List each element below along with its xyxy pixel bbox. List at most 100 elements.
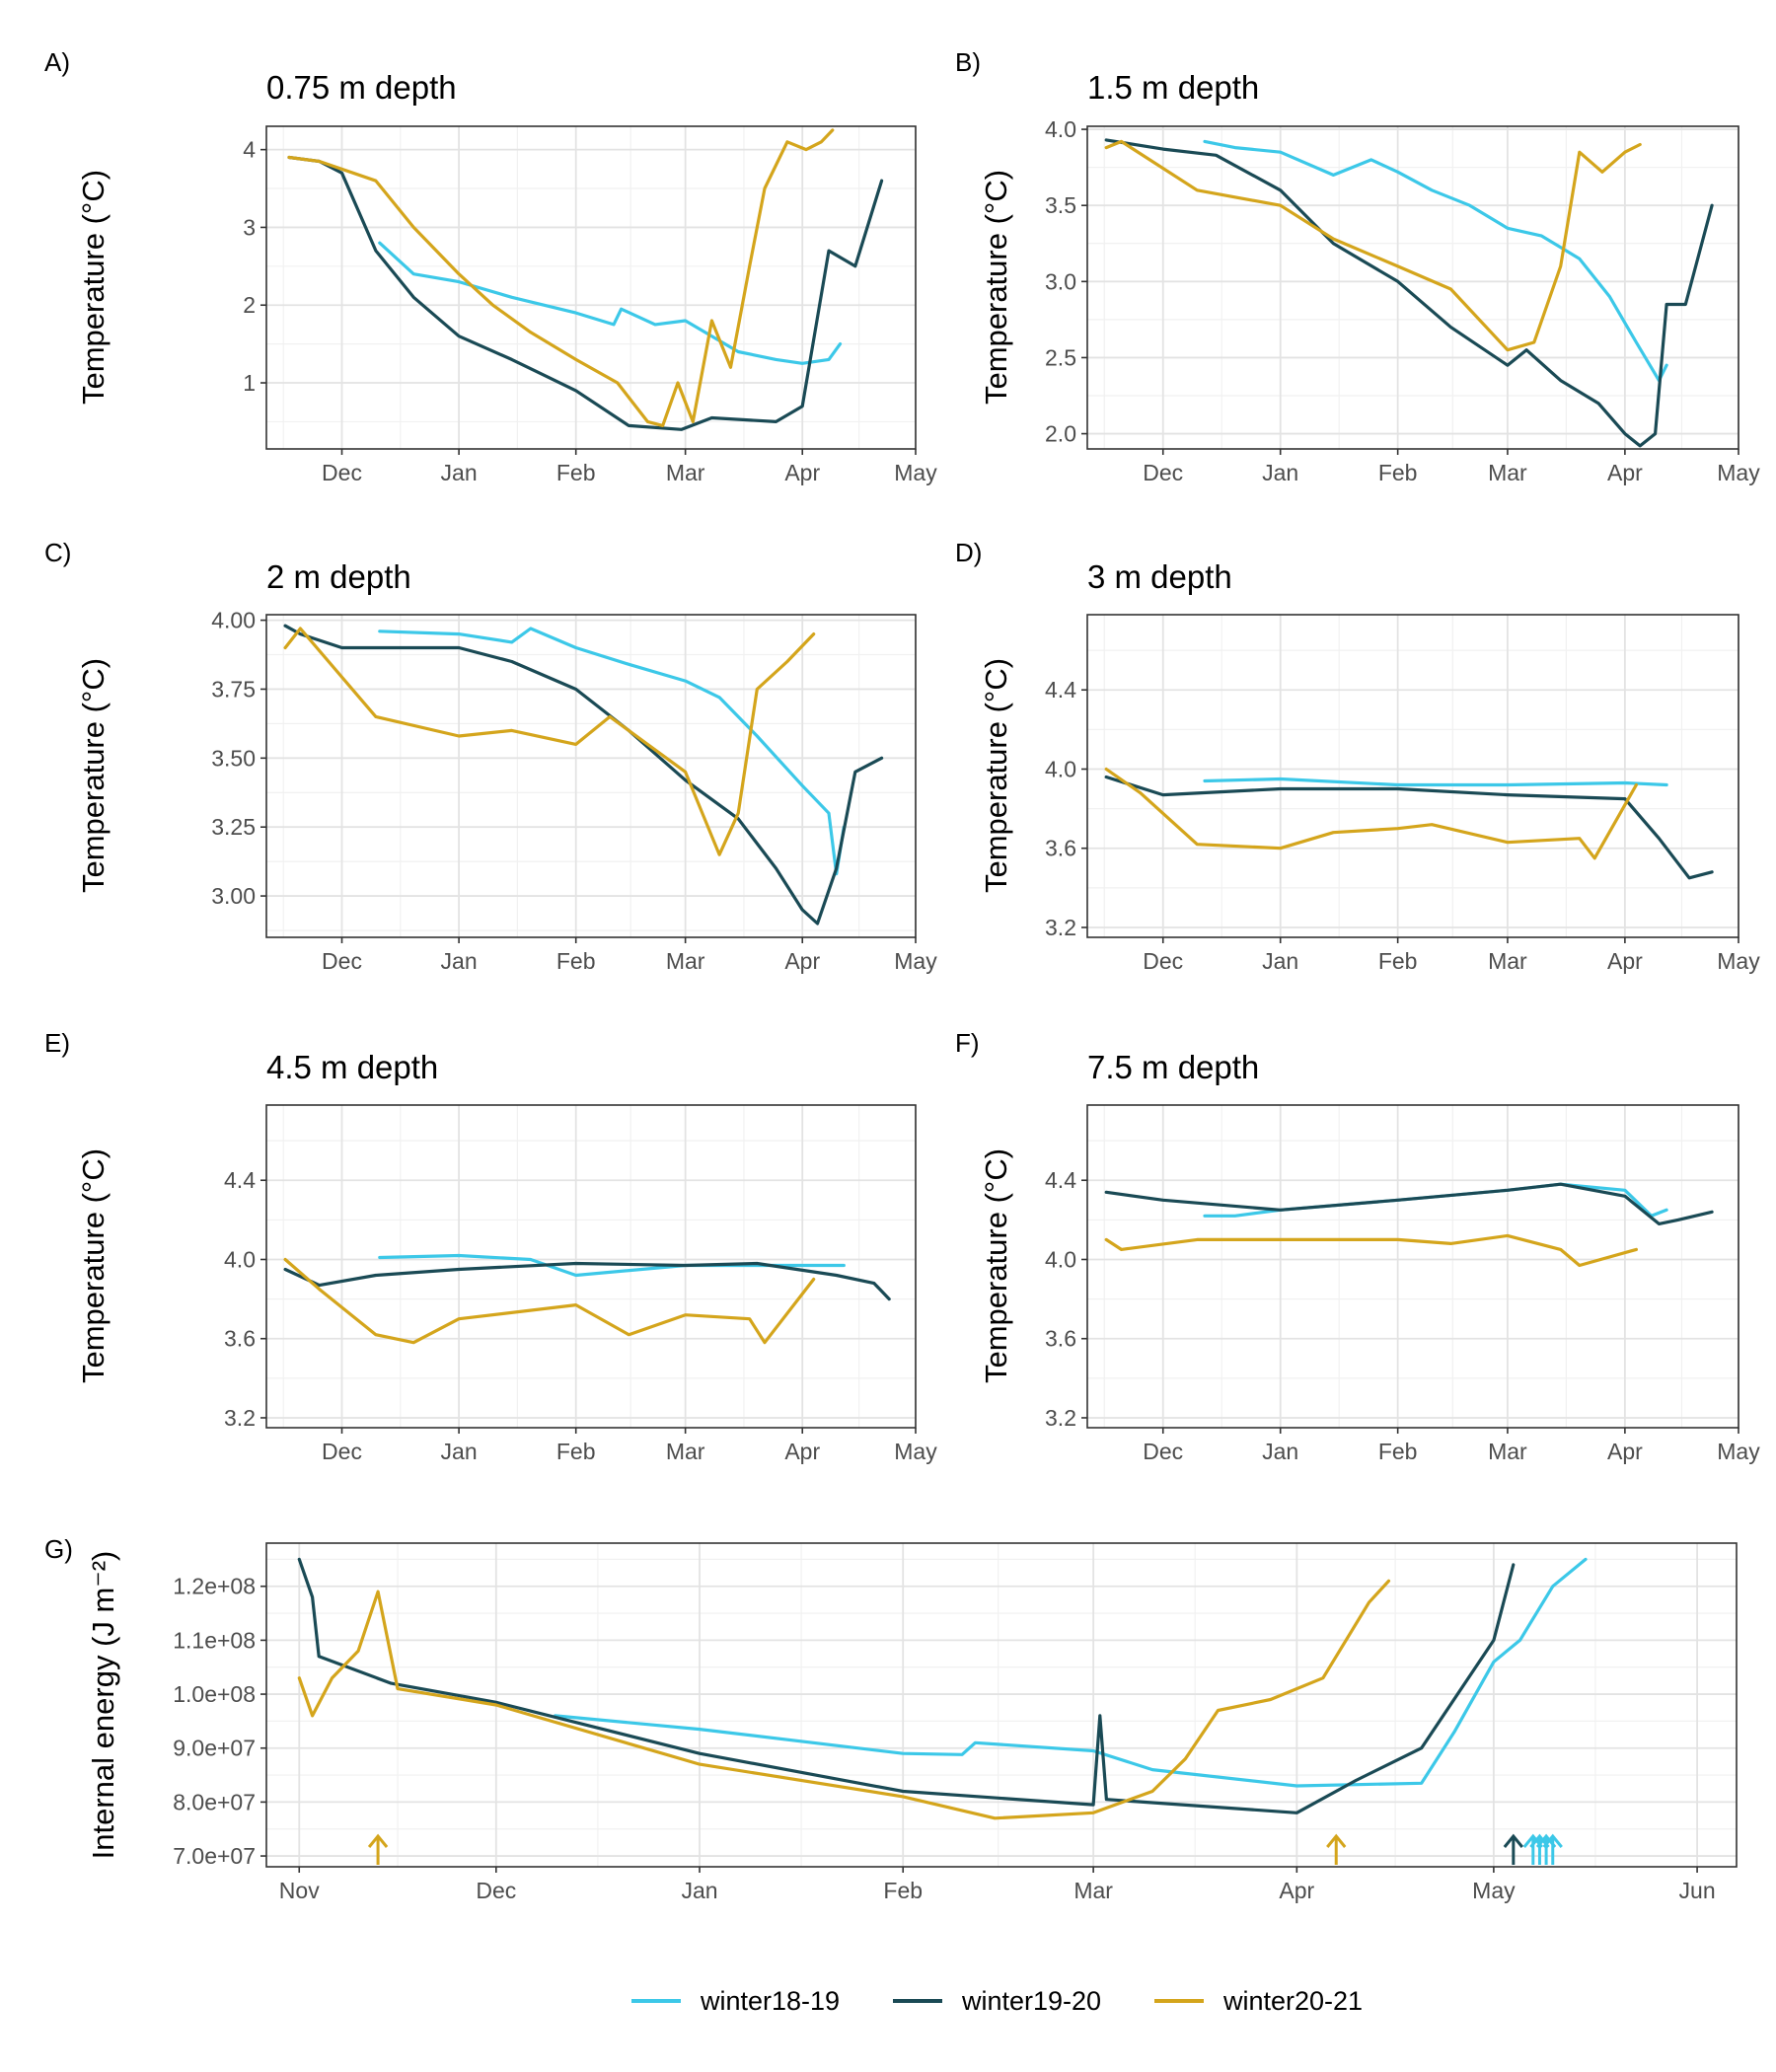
x-tick-label: Jan [441, 1439, 478, 1464]
x-tick-label: Feb [1378, 460, 1418, 485]
series-line-winter18-19 [378, 627, 846, 876]
y-tick-label: 3.25 [211, 814, 256, 840]
y-tick-label: 3.2 [1045, 915, 1076, 940]
y-axis-label: Temperature (°C) [76, 1148, 111, 1383]
y-axis-label: Temperature (°C) [979, 170, 1013, 405]
series-group [283, 624, 884, 925]
x-tick-label: Jan [441, 460, 478, 485]
x-tick-label: May [894, 460, 937, 485]
legend-item-winter18-19: winter18-19 [631, 1986, 840, 2016]
x-tick-label: Jan [1262, 948, 1298, 974]
series-line-winter20-21 [1104, 767, 1639, 860]
series-line-winter19-20 [283, 1261, 891, 1301]
x-tick-label: Feb [556, 460, 596, 485]
panel-d: 3.2 3.6 4.0 4.4 Dec Jan Feb Mar Apr May D) 3 m dept… [955, 538, 1760, 974]
y-tick-label: 3 [243, 214, 256, 240]
series-line-winter19-20 [1104, 138, 1714, 448]
event-arrow-winter20-21 [367, 1833, 389, 1865]
x-tick-label: Apr [1607, 460, 1643, 485]
panel-c: 3.00 3.25 3.50 3.75 4.00 Dec Jan Feb Mar Apr May C)… [44, 538, 937, 974]
x-tick-label: Feb [1378, 948, 1418, 974]
x-tick-label: Apr [784, 948, 820, 974]
series-line-winter20-21 [283, 627, 816, 856]
legend-item-winter20-21: winter20-21 [1154, 1986, 1363, 2016]
panel-e: 3.2 3.6 4.0 4.4 Dec Jan Feb Mar Apr May E) 4.5 m de… [44, 1028, 937, 1464]
y-axis-label: Temperature (°C) [76, 170, 111, 405]
x-tick-label: Dec [322, 1439, 362, 1464]
x-tick-label: Jan [681, 1878, 717, 1903]
y-tick-label: 3.00 [211, 883, 256, 909]
panel-border [1086, 614, 1739, 938]
y-tick-label: 1.2e+08 [173, 1574, 256, 1599]
panel-title: 3 m depth [1087, 558, 1232, 595]
y-tick-label: 3.2 [224, 1405, 256, 1431]
panel-g: 7.0e+07 8.0e+07 9.0e+07 1.0e+08 1.1e+08 1.2e+… [44, 1534, 1738, 1903]
panel-label: E) [44, 1028, 70, 1058]
y-tick-label: 4.0 [1045, 116, 1076, 142]
y-axis-label: Temperature (°C) [979, 658, 1013, 893]
panel-label: B) [955, 47, 981, 77]
x-tick-label: Dec [1143, 1439, 1183, 1464]
x-tick-label: Mar [1488, 460, 1527, 485]
x-tick-label: Apr [1279, 1878, 1314, 1903]
x-tick-label: Mar [666, 948, 705, 974]
series-line-winter18-19 [554, 1557, 1588, 1788]
y-tick-label: 4.0 [1045, 756, 1076, 781]
panel-border [265, 1542, 1738, 1868]
legend-label: winter18-19 [700, 1986, 840, 2016]
series-line-winter19-20 [1104, 1182, 1714, 1226]
panel-title: 2 m depth [266, 558, 411, 595]
y-axis-label: Internal energy (J m⁻²) [86, 1551, 120, 1860]
series-group [283, 1253, 891, 1345]
panel-label: D) [955, 538, 982, 567]
x-tick-label: Feb [556, 1439, 596, 1464]
panel-border [1086, 125, 1739, 450]
y-tick-label: 4.0 [224, 1246, 256, 1272]
x-tick-label: Jan [1262, 1439, 1298, 1464]
panels: 1 2 3 4 Dec Jan Feb Mar Apr May A) 0.75 m depth Temp… [44, 47, 1760, 1903]
panel-label: G) [44, 1534, 73, 1564]
x-tick-label: Jan [1262, 460, 1298, 485]
event-arrow-winter19-20 [1503, 1833, 1524, 1865]
series-line-winter19-20 [283, 624, 884, 925]
x-tick-label: Dec [1143, 948, 1183, 974]
panel-title: 4.5 m depth [266, 1049, 438, 1085]
y-tick-label: 4 [243, 137, 256, 163]
y-tick-label: 3.50 [211, 745, 256, 771]
x-tick-label: May [1717, 948, 1760, 974]
plot-background [1087, 1105, 1739, 1428]
x-tick-label: Apr [784, 460, 820, 485]
x-tick-label: Dec [476, 1878, 516, 1903]
x-tick-label: May [1717, 1439, 1760, 1464]
y-axis-label: Temperature (°C) [979, 1148, 1013, 1383]
legend-label: winter19-20 [961, 1986, 1101, 2016]
y-tick-label: 1.0e+08 [173, 1681, 256, 1707]
series-line-winter18-19 [1203, 139, 1668, 383]
series-group [297, 1557, 1588, 1820]
event-arrow-winter20-21 [1326, 1833, 1347, 1865]
grid [266, 126, 917, 449]
y-tick-label: 4.0 [1045, 1246, 1076, 1272]
x-tick-label: Apr [1607, 948, 1643, 974]
series-line-winter18-19 [378, 241, 843, 365]
legend: winter18-19 winter19-20 winter20-21 [631, 1986, 1363, 2016]
x-tick-label: Jan [441, 948, 478, 974]
plot-background [266, 615, 916, 937]
x-tick-label: Nov [279, 1878, 320, 1903]
x-tick-label: May [1472, 1878, 1516, 1903]
x-tick-label: Feb [1378, 1439, 1418, 1464]
series-line-winter20-21 [287, 128, 835, 427]
panel-f: 3.2 3.6 4.0 4.4 Dec Jan Feb Mar Apr May F) 7.5 m de… [955, 1028, 1760, 1464]
x-tick-label: Apr [1607, 1439, 1643, 1464]
y-tick-label: 7.0e+07 [173, 1843, 256, 1869]
x-tick-label: Jun [1679, 1878, 1716, 1903]
legend-item-winter19-20: winter19-20 [893, 1986, 1101, 2016]
grid [266, 1543, 1737, 1867]
y-tick-label: 1.1e+08 [173, 1627, 256, 1653]
series-line-winter18-19 [1203, 777, 1668, 787]
grid [1087, 1105, 1739, 1428]
y-tick-label: 3.0 [1045, 268, 1076, 294]
y-tick-label: 3.6 [224, 1326, 256, 1352]
panel-border [265, 614, 917, 938]
x-tick-label: May [1717, 460, 1760, 485]
